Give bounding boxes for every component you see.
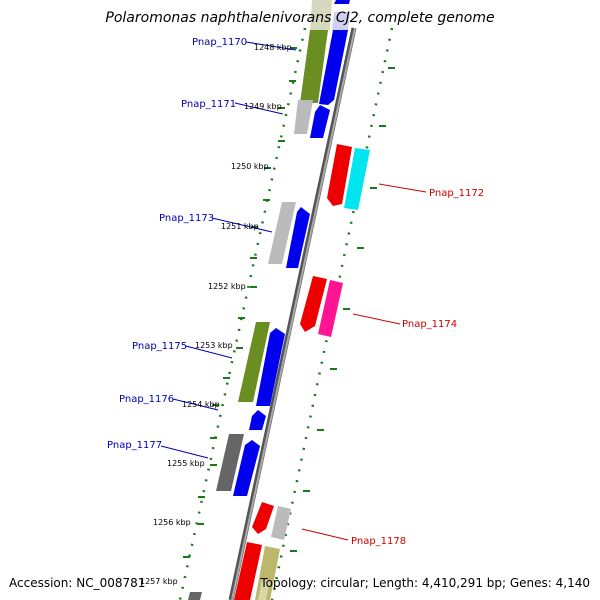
gene-feature-red[interactable] bbox=[327, 144, 352, 206]
tick-marks-left bbox=[183, 47, 297, 558]
reverse-gene-labels: Pnap_1172 Pnap_1174 Pnap_1178 bbox=[351, 188, 484, 547]
accession-text: Accession: NC_008781 bbox=[9, 576, 145, 590]
gene-feature-blue[interactable] bbox=[286, 207, 310, 268]
gene-feature-blue[interactable] bbox=[249, 410, 266, 430]
gene-label-forward[interactable]: Pnap_1170 bbox=[192, 37, 247, 48]
gene-label-forward[interactable]: Pnap_1171 bbox=[181, 99, 236, 110]
diagram-title: Polaromonas naphthalenivorans CJ2, compl… bbox=[105, 10, 494, 26]
gene-label-forward[interactable]: Pnap_1175 bbox=[132, 341, 187, 352]
reverse-gene-features bbox=[234, 144, 370, 600]
gene-feature-grey[interactable] bbox=[271, 506, 291, 540]
gene-feature-blue[interactable] bbox=[319, 30, 348, 105]
gene-feature-dark-grey[interactable] bbox=[216, 434, 244, 491]
kbp-label: 1256 kbp bbox=[153, 518, 191, 527]
tick-marks-right bbox=[290, 67, 395, 552]
gene-label-reverse[interactable]: Pnap_1178 bbox=[351, 536, 406, 547]
gene-feature-magenta[interactable] bbox=[318, 280, 343, 337]
gene-label-forward[interactable]: Pnap_1173 bbox=[159, 213, 214, 224]
kbp-label: 1257 kbp bbox=[140, 577, 178, 586]
gene-feature-red[interactable] bbox=[300, 276, 327, 332]
gene-label-forward[interactable]: Pnap_1177 bbox=[107, 440, 162, 451]
gene-feature-grey[interactable] bbox=[268, 202, 296, 264]
gene-feature-olive[interactable] bbox=[300, 30, 328, 103]
gene-label-forward[interactable]: Pnap_1176 bbox=[119, 394, 174, 405]
gene-feature-cyan[interactable] bbox=[344, 148, 370, 210]
gene-label-reverse[interactable]: Pnap_1172 bbox=[429, 188, 484, 199]
gene-feature-olive[interactable] bbox=[238, 322, 270, 402]
gene-feature-dark-grey[interactable] bbox=[188, 592, 202, 600]
forward-gene-features bbox=[188, 0, 350, 600]
kbp-label: 1249 kbp bbox=[244, 102, 282, 111]
gene-feature-khaki[interactable] bbox=[310, 0, 332, 30]
gene-feature-red[interactable] bbox=[252, 502, 274, 534]
gene-feature-lavender[interactable] bbox=[332, 12, 350, 30]
kbp-labels: 1248 kbp 1249 kbp 1250 kbp 1251 kbp 1252… bbox=[140, 43, 292, 586]
kbp-label: 1251 kbp bbox=[221, 222, 259, 231]
gene-feature-khaki[interactable] bbox=[258, 580, 270, 600]
kbp-label: 1248 kbp bbox=[254, 43, 292, 52]
gene-feature-blue[interactable] bbox=[310, 105, 330, 138]
kbp-label: 1252 kbp bbox=[208, 282, 246, 291]
kbp-label: 1253 kbp bbox=[195, 341, 233, 350]
gene-feature-blue[interactable] bbox=[256, 328, 285, 406]
gene-feature-red[interactable] bbox=[234, 542, 262, 600]
kbp-label: 1254 kbp bbox=[182, 400, 220, 409]
forward-leader-lines bbox=[160, 41, 297, 459]
reverse-leader-lines bbox=[301, 183, 427, 541]
topology-text: Topology: circular; Length: 4,410,291 bp… bbox=[259, 576, 590, 590]
kbp-label: 1255 kbp bbox=[167, 459, 205, 468]
genome-backbone bbox=[228, 27, 357, 600]
gene-label-reverse[interactable]: Pnap_1174 bbox=[402, 319, 457, 330]
gene-feature-grey[interactable] bbox=[294, 100, 313, 134]
kbp-label: 1250 kbp bbox=[231, 162, 269, 171]
gene-feature-blue[interactable] bbox=[334, 0, 350, 4]
forward-gene-labels: Pnap_1170 Pnap_1171 Pnap_1173 Pnap_1175 … bbox=[107, 37, 247, 451]
gene-feature-blue[interactable] bbox=[233, 440, 260, 496]
